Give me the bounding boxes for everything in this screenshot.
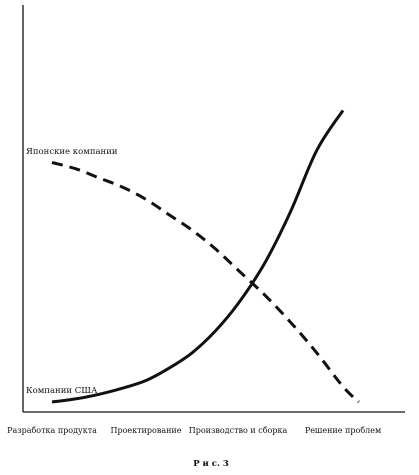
series-label-us-companies: Компании США (26, 386, 98, 396)
x-tick-label: Проектирование (110, 426, 181, 435)
x-tick-label: Производство и сборка (189, 426, 288, 435)
x-tick-label: Разработка продукта (7, 426, 97, 435)
x-tick-label: Решение проблем (305, 426, 381, 435)
series-label-japanese-companies: Японские компании (26, 147, 118, 157)
series-line-japanese-companies (51, 161, 360, 404)
x-tick-labels: Разработка продукта Проектирование Произ… (7, 426, 381, 435)
series-line-us-companies (51, 109, 345, 404)
figure-caption: Р и с. 3 (193, 459, 229, 469)
